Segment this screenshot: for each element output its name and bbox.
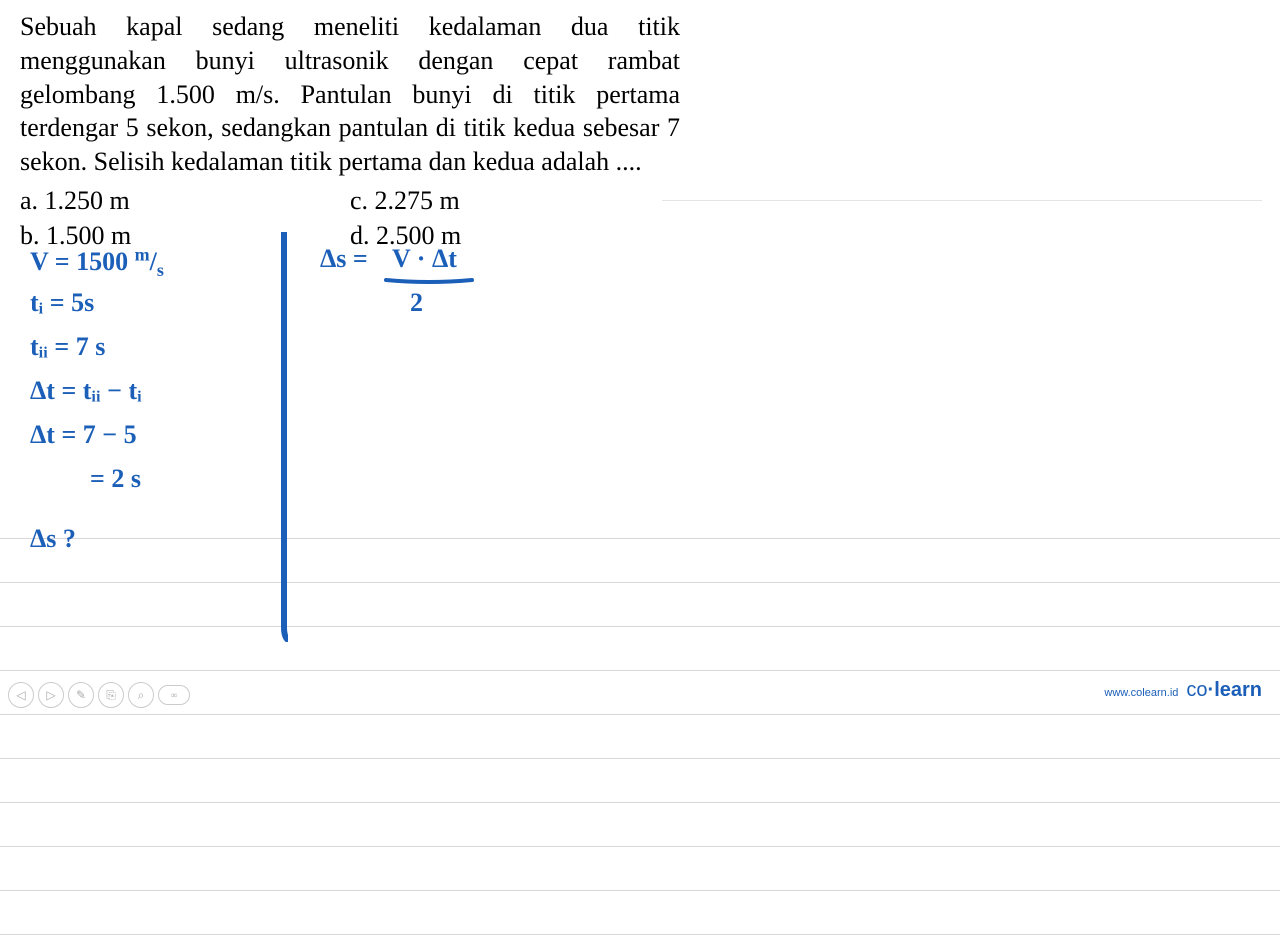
footer-url: www.colearn.id	[1104, 687, 1178, 699]
rule-line	[0, 715, 1280, 759]
fraction-line	[384, 276, 474, 286]
hw-dt-result: = 2 s	[90, 464, 141, 494]
question-text: Sebuah kapal sedang meneliti kedalaman d…	[20, 10, 680, 179]
next-button[interactable]: ▷	[38, 682, 64, 708]
ruled-lines	[0, 495, 1280, 935]
copy-button[interactable]: ⎘	[98, 682, 124, 708]
footer-branding: www.colearn.id co·learn	[1104, 679, 1262, 702]
logo-prefix: co	[1186, 679, 1207, 701]
rule-line	[0, 891, 1280, 935]
hw-t2: tᵢᵢ = 7 s	[30, 332, 105, 362]
options-container: a. 1.250 m b. 1.500 m c. 2.275 m d. 2.50…	[20, 183, 680, 253]
hw-t1: tᵢ = 5s	[30, 288, 94, 318]
options-left: a. 1.250 m b. 1.500 m	[20, 183, 350, 253]
pen-button[interactable]: ✎	[68, 682, 94, 708]
prev-button[interactable]: ◁	[8, 682, 34, 708]
logo-suffix: learn	[1214, 679, 1262, 701]
option-c: c. 2.275 m	[350, 183, 680, 218]
options-right: c. 2.275 m d. 2.500 m	[350, 183, 680, 253]
hw-ds-question: Δs ?	[30, 524, 76, 554]
footer-logo: co·learn	[1186, 679, 1262, 702]
rule-line	[0, 583, 1280, 627]
rule-line	[0, 627, 1280, 671]
hw-v: V = 1500 m/s	[30, 244, 164, 281]
hw-v-text: V = 1500 m/s	[30, 247, 164, 276]
search-button[interactable]: ⌕	[128, 682, 154, 708]
hw-dt-calc: Δt = 7 − 5	[30, 420, 137, 450]
rule-line	[0, 803, 1280, 847]
rule-line	[0, 539, 1280, 583]
footer: ◁ ▷ ✎ ⎘ ⌕ ∞ www.colearn.id co·learn	[0, 668, 1280, 708]
short-rule	[662, 200, 1262, 201]
rule-line	[0, 759, 1280, 803]
rule-line	[0, 847, 1280, 891]
hw-ds-numerator: V · Δt	[392, 244, 457, 274]
footer-controls: ◁ ▷ ✎ ⎘ ⌕ ∞	[8, 682, 190, 708]
option-a: a. 1.250 m	[20, 183, 350, 218]
hw-ds-denominator: 2	[410, 288, 423, 318]
hw-ds-eq: Δs =	[320, 244, 368, 274]
hw-dt-formula: Δt = tᵢᵢ − tᵢ	[30, 376, 142, 406]
speed-button[interactable]: ∞	[158, 685, 190, 705]
rule-line	[0, 495, 1280, 539]
